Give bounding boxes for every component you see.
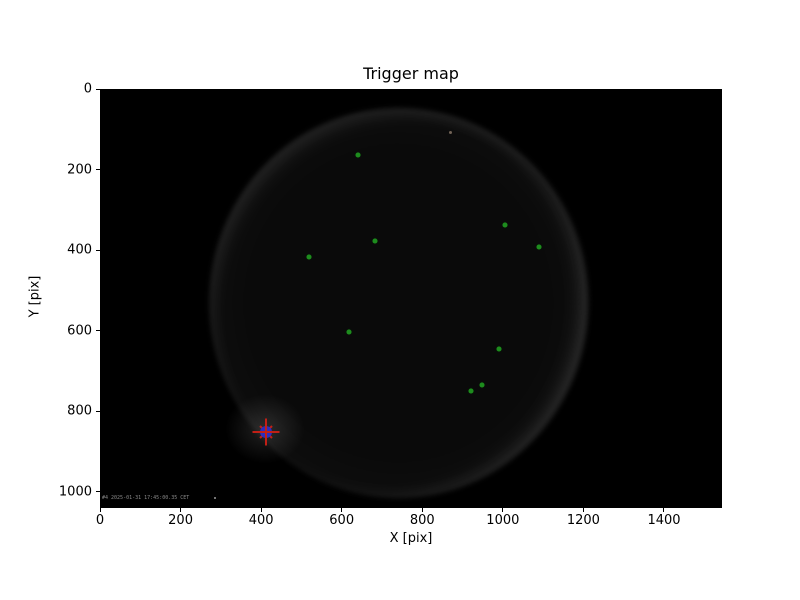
- detected-point: [372, 238, 378, 244]
- detected-point: [346, 329, 352, 335]
- x-tick-mark: [260, 508, 262, 512]
- y-tick-mark: [96, 491, 100, 493]
- detected-point: [306, 254, 312, 260]
- x-tick-label: 1400: [647, 513, 681, 528]
- y-tick-label: 0: [83, 81, 92, 97]
- y-tick-label: 800: [67, 403, 92, 419]
- y-tick-label: 400: [67, 242, 92, 258]
- detected-point: [355, 152, 361, 158]
- detected-point: [479, 382, 485, 388]
- x-tick-mark: [663, 508, 665, 512]
- x-tick-label: 1200: [566, 513, 600, 528]
- detected-point: [536, 244, 542, 250]
- detected-point: [468, 388, 474, 394]
- x-tick-label: 400: [248, 513, 274, 528]
- faint-speck: [449, 131, 452, 134]
- x-tick-label: 600: [329, 513, 355, 528]
- watermark-timestamp: #4 2025-01-31 17:45:00.35 CET: [102, 495, 190, 501]
- x-tick-mark: [99, 508, 101, 512]
- y-tick-mark: [96, 88, 100, 90]
- x-tick-label: 0: [95, 513, 105, 528]
- y-tick-label: 1000: [58, 484, 92, 500]
- x-tick-label: 200: [168, 513, 193, 528]
- detected-point: [502, 222, 508, 228]
- trigger-plus-v: [264, 418, 267, 446]
- x-tick-mark: [341, 508, 343, 512]
- plot-area: #4 2025-01-31 17:45:00.35 CET: [100, 89, 722, 508]
- y-tick-label: 200: [67, 162, 92, 178]
- scatter-points-layer: [100, 89, 722, 508]
- y-tick-label: 600: [67, 323, 92, 339]
- y-tick-mark: [96, 410, 100, 412]
- x-tick-mark: [421, 508, 423, 512]
- y-tick-mark: [96, 330, 100, 332]
- x-tick-label: 800: [409, 513, 435, 528]
- x-tick-mark: [582, 508, 584, 512]
- camera-field-of-view: [209, 108, 588, 498]
- faint-speck: [214, 497, 216, 499]
- y-tick-mark: [96, 249, 100, 251]
- x-tick-mark: [502, 508, 504, 512]
- x-axis-label: X [pix]: [389, 531, 433, 546]
- plot-title: Trigger map: [363, 64, 459, 83]
- x-tick-label: 1000: [486, 513, 520, 528]
- detected-point: [496, 346, 502, 352]
- y-tick-mark: [96, 169, 100, 171]
- x-tick-mark: [180, 508, 182, 512]
